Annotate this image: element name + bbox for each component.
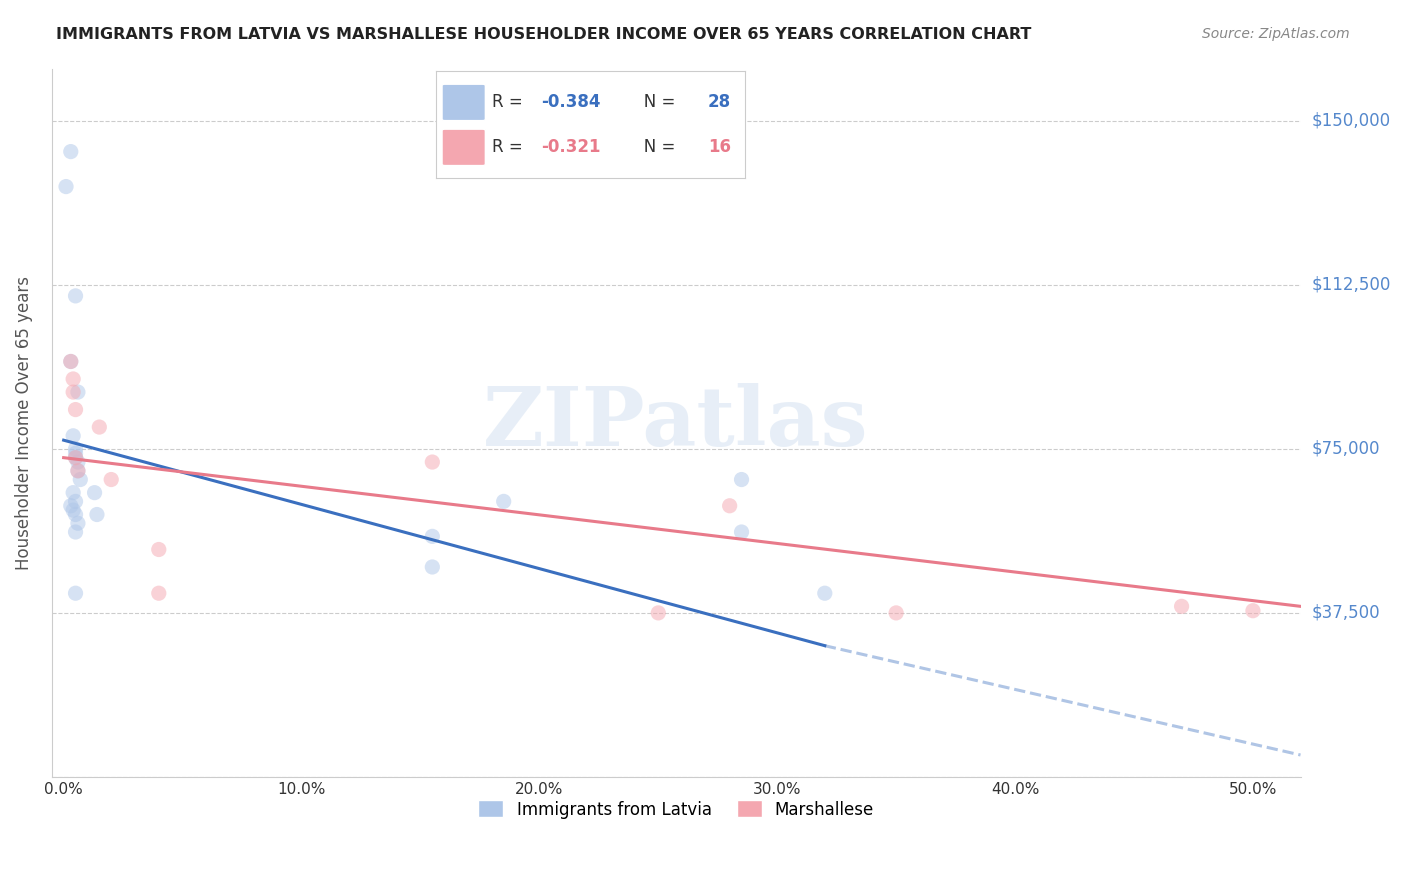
Point <box>65 494 87 508</box>
Point <box>55 179 77 194</box>
Point <box>65 442 87 456</box>
Point <box>66 455 89 469</box>
Point <box>65 524 87 539</box>
Text: 28: 28 <box>709 94 731 112</box>
Point <box>65 446 87 460</box>
Point <box>65 450 87 465</box>
FancyBboxPatch shape <box>441 129 485 166</box>
Text: R =: R = <box>492 94 527 112</box>
Point <box>65 289 87 303</box>
Point <box>884 606 907 620</box>
Point <box>59 354 82 368</box>
Point <box>89 420 111 434</box>
Text: Source: ZipAtlas.com: Source: ZipAtlas.com <box>1202 27 1350 41</box>
Text: -0.384: -0.384 <box>541 94 600 112</box>
Text: IMMIGRANTS FROM LATVIA VS MARSHALLESE HOUSEHOLDER INCOME OVER 65 YEARS CORRELATI: IMMIGRANTS FROM LATVIA VS MARSHALLESE HO… <box>56 27 1032 42</box>
Text: $150,000: $150,000 <box>1312 112 1391 130</box>
Text: 16: 16 <box>709 138 731 156</box>
Point <box>59 499 82 513</box>
Text: R =: R = <box>492 138 527 156</box>
Point <box>65 586 87 600</box>
Point <box>420 560 443 574</box>
Point <box>100 473 122 487</box>
Point <box>66 516 89 531</box>
Point <box>66 464 89 478</box>
Text: ZIPatlas: ZIPatlas <box>484 383 869 463</box>
Text: N =: N = <box>627 94 681 112</box>
Point <box>1170 599 1192 614</box>
Point <box>730 524 752 539</box>
Point <box>492 494 515 508</box>
Point <box>62 429 84 443</box>
Point <box>814 586 837 600</box>
FancyBboxPatch shape <box>441 84 485 120</box>
Point <box>62 485 84 500</box>
Point <box>66 464 89 478</box>
Y-axis label: Householder Income Over 65 years: Householder Income Over 65 years <box>15 276 32 570</box>
Point <box>420 529 443 543</box>
Text: -0.321: -0.321 <box>541 138 600 156</box>
Legend: Immigrants from Latvia, Marshallese: Immigrants from Latvia, Marshallese <box>471 794 880 825</box>
Point <box>83 485 105 500</box>
Point <box>65 450 87 465</box>
Point <box>59 354 82 368</box>
Point <box>420 455 443 469</box>
Text: $37,500: $37,500 <box>1312 604 1381 622</box>
Point <box>647 606 669 620</box>
Point <box>65 508 87 522</box>
Point <box>86 508 108 522</box>
Point <box>69 473 91 487</box>
Text: N =: N = <box>627 138 681 156</box>
Point <box>148 542 170 557</box>
Point <box>66 385 89 400</box>
Point <box>59 145 82 159</box>
Point <box>62 385 84 400</box>
Text: $75,000: $75,000 <box>1312 440 1381 458</box>
Point <box>65 402 87 417</box>
Point <box>718 499 741 513</box>
Point <box>62 503 84 517</box>
Point <box>730 473 752 487</box>
Text: $112,500: $112,500 <box>1312 276 1391 294</box>
Point <box>62 372 84 386</box>
Point <box>148 586 170 600</box>
Point <box>1241 604 1264 618</box>
